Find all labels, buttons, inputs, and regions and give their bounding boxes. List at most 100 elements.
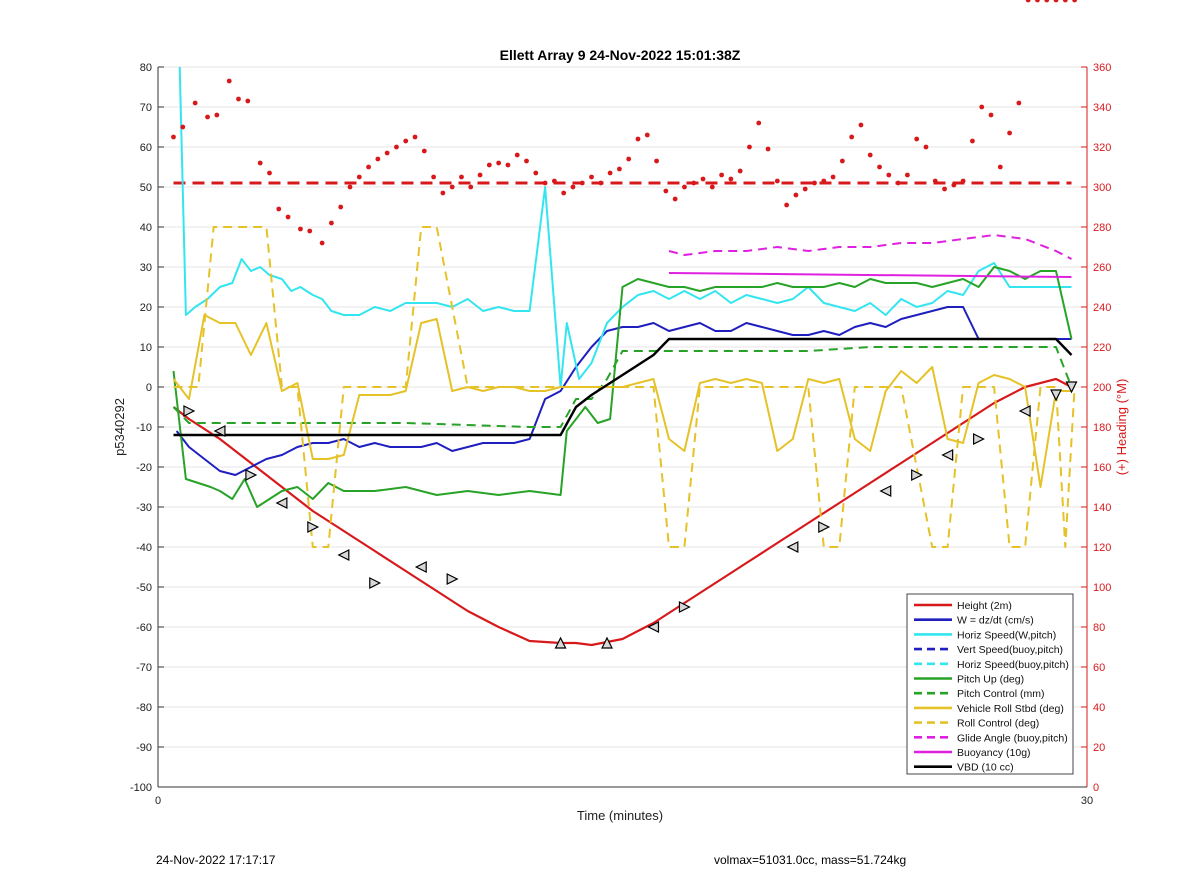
y-tick-label: 20 bbox=[140, 302, 152, 314]
heading-point bbox=[988, 112, 994, 118]
heading-point bbox=[338, 204, 344, 210]
heading-point bbox=[691, 180, 697, 186]
heading-point bbox=[672, 196, 678, 202]
heading-point bbox=[1035, 0, 1040, 3]
heading-point bbox=[951, 182, 957, 188]
series-roll bbox=[172, 314, 1072, 488]
height-marker bbox=[879, 485, 892, 497]
heading-point bbox=[579, 180, 585, 186]
heading-point bbox=[542, 180, 548, 186]
heading-point bbox=[412, 134, 418, 140]
legend-label: Horiz Speed(buoy,pitch) bbox=[957, 659, 1069, 671]
heading-point bbox=[644, 132, 650, 138]
heading-point bbox=[765, 146, 771, 152]
y2-tick-label: 260 bbox=[1093, 262, 1111, 274]
heading-point bbox=[319, 240, 325, 246]
y2-tick-label: 0 bbox=[1093, 782, 1099, 794]
y-tick-label: 40 bbox=[140, 222, 152, 234]
height-marker bbox=[337, 549, 350, 561]
heading-point bbox=[214, 112, 220, 118]
heading-point bbox=[932, 178, 938, 184]
heading-point bbox=[914, 136, 920, 142]
heading-point bbox=[607, 170, 613, 176]
heading-point bbox=[180, 124, 186, 130]
y2-tick-label: 320 bbox=[1093, 142, 1111, 154]
heading-point bbox=[802, 186, 808, 192]
heading-point bbox=[728, 176, 734, 182]
heading-point bbox=[459, 174, 464, 180]
y2-tick-label: 300 bbox=[1093, 182, 1111, 194]
heading-point bbox=[356, 174, 362, 180]
heading-point bbox=[617, 166, 622, 172]
heading-point bbox=[298, 226, 303, 232]
heading-point bbox=[449, 184, 455, 190]
y-tick-label: 80 bbox=[140, 62, 152, 74]
footer-timestamp: 24-Nov-2022 17:17:17 bbox=[156, 853, 276, 867]
heading-point bbox=[1053, 0, 1059, 3]
series-horiz bbox=[178, 66, 1072, 388]
x-tick-label: 0 bbox=[155, 795, 161, 807]
legend-label: Vehicle Roll Stbd (deg) bbox=[957, 703, 1064, 715]
height-marker bbox=[601, 636, 613, 649]
series-layer bbox=[171, 0, 1078, 647]
legend-label: Glide Angle (buoy,pitch) bbox=[957, 732, 1068, 744]
y2-tick-label: 140 bbox=[1093, 502, 1111, 514]
heading-point bbox=[257, 160, 263, 166]
y-tick-label: 0 bbox=[146, 382, 152, 394]
y2-tick-label: 120 bbox=[1093, 542, 1111, 554]
heading-point bbox=[192, 100, 198, 106]
heading-point bbox=[756, 120, 762, 126]
heading-point bbox=[477, 172, 483, 178]
y2-tick-label: 60 bbox=[1093, 662, 1105, 674]
heading-point bbox=[236, 96, 241, 102]
height-marker bbox=[678, 601, 691, 613]
heading-point bbox=[561, 190, 567, 196]
heading-point bbox=[700, 176, 706, 182]
heading-point bbox=[514, 152, 520, 158]
y-tick-label: -90 bbox=[136, 742, 152, 754]
heading-point bbox=[1072, 0, 1078, 3]
height-marker bbox=[245, 469, 258, 481]
heading-point bbox=[682, 184, 687, 190]
series-vbd bbox=[173, 337, 1073, 437]
heading-point bbox=[440, 190, 446, 196]
height-marker bbox=[911, 469, 924, 481]
heading-point bbox=[1016, 100, 1022, 106]
heading-point bbox=[895, 180, 901, 186]
y2-tick-label: 220 bbox=[1093, 342, 1111, 354]
x-axis-label: Time (minutes) bbox=[577, 808, 663, 823]
legend-label: Vert Speed(buoy,pitch) bbox=[957, 644, 1063, 656]
footer-volume-mass: volmax=51031.0cc, mass=51.724kg bbox=[714, 853, 907, 867]
height-marker bbox=[973, 433, 985, 445]
y-tick-label: 70 bbox=[140, 102, 152, 114]
height-marker bbox=[1050, 389, 1063, 402]
heading-point bbox=[858, 122, 864, 128]
legend-label: Buoyancy (10g) bbox=[957, 747, 1031, 759]
y-tick-label: 60 bbox=[140, 142, 152, 154]
y2-tick-label: 180 bbox=[1093, 422, 1111, 434]
series-pitch bbox=[172, 266, 1073, 508]
legend-box bbox=[906, 593, 1074, 775]
heading-point bbox=[812, 180, 817, 186]
heading-point bbox=[654, 158, 659, 164]
heading-point bbox=[970, 138, 975, 144]
heading-point bbox=[267, 170, 272, 176]
height-marker bbox=[275, 497, 288, 509]
heading-point bbox=[570, 184, 576, 190]
y-tick-label: -70 bbox=[136, 662, 152, 674]
heading-point bbox=[245, 98, 251, 104]
y2-tick-label: 100 bbox=[1093, 582, 1111, 594]
heading-point bbox=[524, 158, 529, 164]
heading-point bbox=[635, 136, 641, 142]
heading-point bbox=[737, 168, 743, 174]
heading-point bbox=[366, 164, 371, 170]
legend-label: VBD (10 cc) bbox=[957, 762, 1014, 774]
y2-tick-label: 80 bbox=[1093, 622, 1105, 634]
legend-label: Roll Control (deg) bbox=[957, 718, 1039, 730]
y2-tick-label: 280 bbox=[1093, 222, 1111, 234]
height-marker bbox=[307, 521, 320, 533]
heading-point bbox=[747, 144, 752, 150]
heading-point bbox=[1044, 0, 1050, 3]
y-tick-label: -40 bbox=[136, 542, 152, 554]
legend-label: W = dz/dt (cm/s) bbox=[957, 615, 1034, 627]
